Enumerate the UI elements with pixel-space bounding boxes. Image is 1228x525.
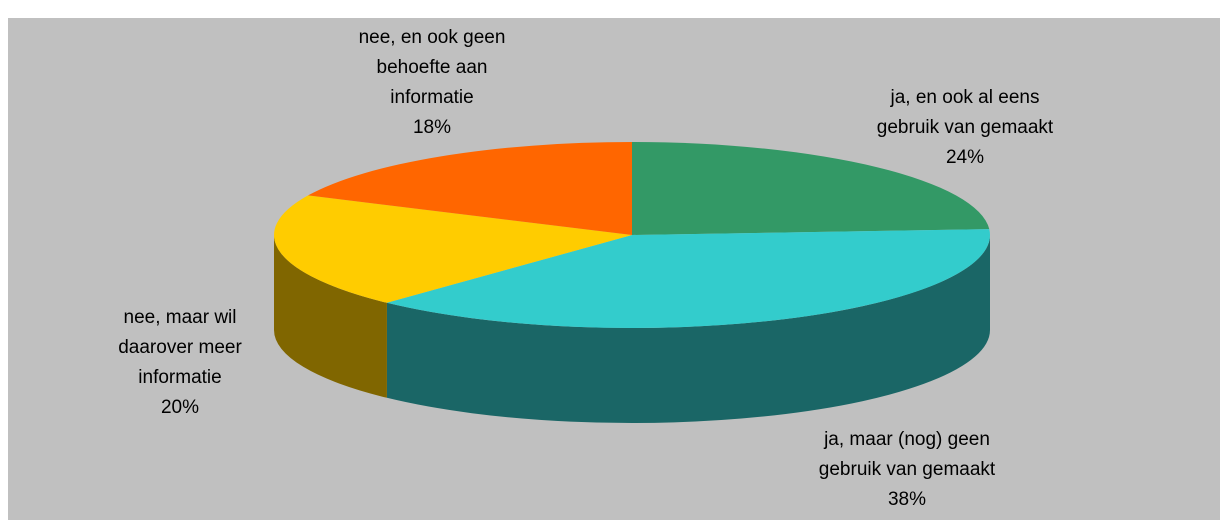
slice [386, 229, 991, 328]
data-label: informatie [138, 367, 221, 388]
slice-side [274, 235, 387, 398]
slice-side [386, 235, 990, 423]
data-label: informatie [390, 87, 473, 108]
data-label: ja, maar (nog) geen [823, 429, 990, 450]
data-label-value: 24% [946, 147, 984, 168]
data-label: ja, en ook al eens [890, 87, 1040, 108]
data-label: daarover meer [118, 337, 242, 358]
slice [274, 195, 632, 303]
data-label: nee, en ook geen [359, 27, 506, 48]
data-label-value: 20% [161, 397, 199, 418]
data-label: gebruik van gemaakt [819, 459, 996, 480]
data-label-value: 18% [413, 117, 451, 138]
data-label-value: 38% [888, 489, 926, 510]
data-label: nee, maar wil [124, 307, 237, 328]
slice [632, 142, 990, 235]
data-label: behoefte aan [377, 57, 488, 78]
data-label: gebruik van gemaakt [877, 117, 1054, 138]
slice [308, 142, 632, 235]
